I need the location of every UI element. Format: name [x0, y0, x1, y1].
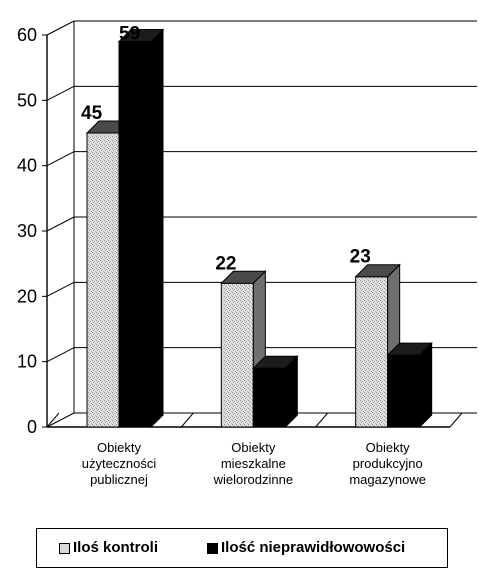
legend-swatch-nieprawidlowosci: [207, 542, 218, 554]
legend-item-nieprawidlowosci: Ilość nieprawidłowowości: [207, 539, 405, 556]
y-tick-label: 60: [17, 25, 37, 45]
y-tick-label: 50: [17, 90, 37, 110]
data-label: 59: [119, 24, 140, 45]
bar-front: [355, 276, 389, 428]
floor-divider: [46, 412, 60, 428]
bar-front: [118, 41, 152, 428]
side-gridline: [46, 412, 75, 428]
bar-top: [354, 264, 401, 278]
bar-side: [419, 341, 433, 429]
x-category-line: użyteczności: [81, 456, 157, 471]
bar-nieprawidlowosci: [252, 354, 299, 429]
side-gridline: [46, 151, 75, 167]
bar-front: [252, 367, 286, 428]
side-gridline: [46, 281, 75, 297]
x-category-line: wielorodzinne: [213, 472, 294, 487]
floor-divider: [449, 412, 463, 428]
y-tick-label: 40: [17, 156, 37, 176]
side-gridline: [46, 216, 75, 232]
x-category-line: publicznej: [90, 472, 148, 487]
x-category-label: Obiekty mieszkalne wielorodzinne: [198, 440, 308, 488]
x-category-line: Obiekty: [96, 440, 142, 455]
chart-plot: 0 10 20 30 40 50 60 45 59 22 23: [17, 20, 477, 437]
y-tick-label: 30: [17, 221, 37, 241]
y-tick-label: 20: [17, 286, 37, 306]
bar-kontroli: [354, 263, 401, 429]
data-label: 45: [81, 103, 103, 124]
legend-label-kontroli: Iloś kontroli: [73, 539, 159, 556]
legend-swatch-kontroli: [59, 542, 70, 554]
bar-front: [220, 282, 254, 428]
x-category-line: produkcyjno: [352, 456, 423, 471]
side-gridline: [46, 85, 75, 101]
x-category-line: mieszkalne: [220, 456, 286, 471]
y-tick-label: 0: [27, 417, 37, 437]
x-category-line: Obiekty: [365, 440, 410, 455]
data-label: 22: [215, 253, 236, 274]
side-gridline: [46, 347, 75, 363]
bar-side: [150, 28, 164, 429]
y-tick-label: 10: [17, 352, 37, 372]
x-category-line: magazynowe: [349, 472, 426, 487]
x-category-label: Obiekty użyteczności publicznej: [64, 440, 174, 488]
bar-front: [387, 354, 421, 428]
floor-divider: [180, 412, 194, 428]
bar-nieprawidlowosci: [117, 28, 165, 429]
x-category-label: Obiekty produkcyjno magazynowe: [333, 440, 443, 488]
side-gridline: [46, 20, 75, 36]
bar-nieprawidlowosci: [386, 341, 433, 429]
legend-label-nieprawidlowosci: Ilość nieprawidłowowości: [221, 539, 406, 556]
bar-front: [86, 132, 120, 428]
data-label: 23: [350, 247, 371, 268]
legend-item-kontroli: Iloś kontroli: [59, 539, 158, 556]
floor-divider: [315, 412, 329, 428]
bar-top: [386, 342, 433, 356]
bar-top: [252, 355, 299, 369]
x-category-line: Obiekty: [231, 440, 276, 455]
chart-legend: Iloś kontroli Ilość nieprawidłowowości: [36, 528, 448, 568]
bar-top: [117, 29, 165, 43]
bar-top: [220, 270, 267, 284]
